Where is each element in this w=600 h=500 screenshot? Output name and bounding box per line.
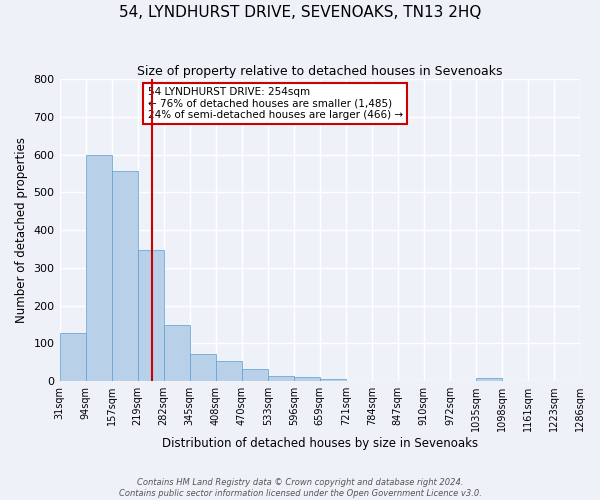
Bar <box>190 354 215 381</box>
Bar <box>242 368 268 381</box>
Bar <box>320 379 346 381</box>
Text: 54 LYNDHURST DRIVE: 254sqm
← 76% of detached houses are smaller (1,485)
24% of s: 54 LYNDHURST DRIVE: 254sqm ← 76% of deta… <box>148 86 403 120</box>
Bar <box>476 378 502 381</box>
Text: Contains HM Land Registry data © Crown copyright and database right 2024.
Contai: Contains HM Land Registry data © Crown c… <box>119 478 481 498</box>
Title: Size of property relative to detached houses in Sevenoaks: Size of property relative to detached ho… <box>137 65 503 78</box>
Bar <box>59 333 86 381</box>
Y-axis label: Number of detached properties: Number of detached properties <box>15 137 28 323</box>
Bar <box>137 250 164 381</box>
Bar <box>112 171 137 381</box>
Text: 54, LYNDHURST DRIVE, SEVENOAKS, TN13 2HQ: 54, LYNDHURST DRIVE, SEVENOAKS, TN13 2HQ <box>119 5 481 20</box>
Bar <box>164 325 190 381</box>
Bar <box>215 362 242 381</box>
Bar <box>294 378 320 381</box>
X-axis label: Distribution of detached houses by size in Sevenoaks: Distribution of detached houses by size … <box>162 437 478 450</box>
Bar <box>86 154 112 381</box>
Bar <box>268 376 294 381</box>
